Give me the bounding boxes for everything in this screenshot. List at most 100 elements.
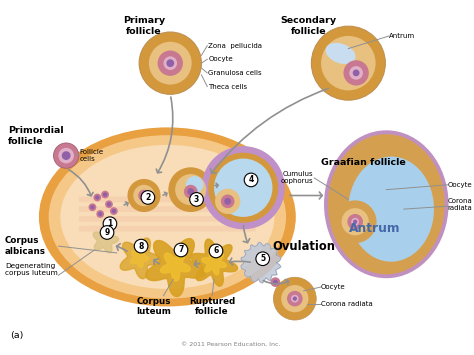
Circle shape [184, 185, 198, 198]
Polygon shape [130, 249, 149, 267]
Circle shape [214, 159, 273, 217]
Text: Granulosa cells: Granulosa cells [208, 70, 262, 76]
Circle shape [98, 212, 102, 216]
Circle shape [281, 285, 309, 312]
Circle shape [128, 179, 161, 212]
Text: 1: 1 [107, 219, 113, 228]
Text: Follicle
cells: Follicle cells [80, 149, 104, 162]
Text: 3: 3 [194, 195, 199, 204]
Circle shape [103, 217, 117, 230]
Text: Graafian follicle: Graafian follicle [321, 158, 406, 167]
Ellipse shape [49, 135, 286, 299]
Circle shape [101, 191, 109, 198]
Circle shape [105, 200, 113, 208]
Circle shape [244, 173, 258, 187]
Text: 5: 5 [260, 254, 265, 263]
Ellipse shape [39, 127, 296, 306]
Ellipse shape [326, 43, 356, 64]
FancyBboxPatch shape [79, 226, 256, 231]
FancyBboxPatch shape [79, 206, 256, 212]
Circle shape [321, 36, 375, 91]
Circle shape [351, 218, 359, 226]
Circle shape [202, 147, 284, 229]
Text: 8: 8 [138, 242, 144, 251]
Polygon shape [191, 239, 237, 286]
Circle shape [174, 243, 188, 257]
Text: Antrum: Antrum [389, 33, 415, 39]
Polygon shape [241, 242, 281, 283]
Circle shape [107, 202, 111, 206]
Text: Corpus
luteum: Corpus luteum [137, 297, 171, 316]
Text: Corona
radiata: Corona radiata [447, 198, 473, 211]
Text: 9: 9 [104, 228, 109, 237]
Circle shape [349, 66, 363, 80]
Polygon shape [93, 227, 118, 253]
Circle shape [209, 244, 223, 258]
Text: © 2011 Pearson Education, Inc.: © 2011 Pearson Education, Inc. [181, 342, 280, 347]
Ellipse shape [60, 145, 274, 289]
Circle shape [186, 176, 203, 193]
Circle shape [110, 207, 118, 215]
Circle shape [256, 252, 270, 266]
Ellipse shape [348, 157, 434, 262]
Circle shape [311, 26, 385, 100]
Circle shape [96, 210, 104, 218]
Circle shape [334, 200, 376, 243]
Circle shape [175, 174, 206, 205]
Circle shape [187, 188, 194, 195]
Circle shape [271, 277, 280, 287]
Circle shape [103, 192, 107, 197]
Circle shape [273, 280, 278, 285]
Circle shape [141, 191, 155, 204]
Circle shape [221, 195, 235, 208]
Circle shape [95, 195, 100, 200]
Text: Oocyte: Oocyte [447, 182, 472, 188]
Circle shape [138, 190, 150, 201]
Text: Corpus
albicans: Corpus albicans [5, 236, 46, 256]
Circle shape [353, 70, 360, 76]
Text: Ruptured
follicle: Ruptured follicle [189, 297, 235, 316]
Polygon shape [161, 252, 190, 281]
Circle shape [342, 208, 369, 235]
Text: Antrum: Antrum [349, 222, 401, 235]
Circle shape [89, 203, 96, 211]
Text: 6: 6 [213, 246, 219, 256]
Text: Oocyte: Oocyte [208, 56, 233, 62]
Circle shape [133, 185, 155, 206]
Circle shape [90, 205, 95, 209]
Circle shape [164, 56, 177, 70]
Circle shape [292, 296, 297, 301]
Text: Primordial
follicle: Primordial follicle [8, 126, 64, 146]
Text: Zona  pellucida: Zona pellucida [208, 43, 262, 49]
FancyBboxPatch shape [79, 216, 256, 222]
Text: 4: 4 [248, 175, 254, 185]
Text: Cumulus
oophorus: Cumulus oophorus [281, 171, 313, 185]
Text: (a): (a) [10, 331, 23, 340]
Ellipse shape [328, 134, 445, 274]
Ellipse shape [324, 130, 448, 278]
Circle shape [224, 198, 231, 205]
Circle shape [168, 167, 213, 212]
Text: Oocyte: Oocyte [321, 284, 346, 290]
Polygon shape [146, 239, 205, 297]
Text: 7: 7 [178, 246, 183, 255]
Circle shape [347, 214, 363, 230]
Circle shape [93, 193, 101, 201]
Circle shape [287, 291, 302, 306]
Text: Ovulation: Ovulation [273, 240, 336, 253]
Text: Theca cells: Theca cells [208, 83, 247, 89]
Circle shape [54, 143, 79, 168]
Circle shape [100, 226, 114, 239]
FancyBboxPatch shape [79, 196, 256, 202]
Polygon shape [202, 250, 226, 275]
Circle shape [215, 189, 240, 214]
Circle shape [134, 239, 148, 253]
Circle shape [353, 220, 357, 224]
Circle shape [62, 151, 71, 160]
Circle shape [344, 60, 369, 86]
Circle shape [291, 295, 299, 302]
Text: Corona radiata: Corona radiata [321, 301, 373, 307]
Circle shape [112, 209, 116, 213]
Circle shape [166, 59, 174, 67]
Circle shape [208, 153, 278, 223]
